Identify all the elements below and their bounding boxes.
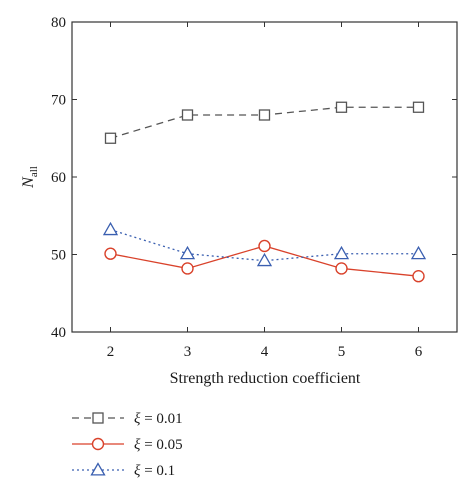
y-tick-label: 70 bbox=[51, 93, 66, 109]
legend-label-symbol: ξ bbox=[134, 437, 141, 453]
series-3-point-5 bbox=[410, 245, 427, 260]
y-tick-label: 60 bbox=[51, 170, 66, 186]
series-2-point-1 bbox=[104, 247, 117, 260]
legend-label-value: = 0.01 bbox=[140, 411, 182, 427]
x-tick-label: 4 bbox=[261, 344, 269, 360]
legend-label-value: = 0.05 bbox=[140, 437, 182, 453]
legend-item-3: ξ = 0.1 bbox=[72, 462, 175, 479]
legend-label-value: = 0.1 bbox=[140, 463, 175, 479]
x-tick-label: 3 bbox=[184, 344, 192, 360]
y-axis-title-main: N bbox=[20, 176, 37, 189]
y-tick-label: 80 bbox=[51, 15, 66, 31]
series-2-point-3 bbox=[258, 239, 271, 253]
y-axis-ticks: 40 50 60 70 80 bbox=[51, 15, 457, 341]
x-axis-title: Strength reduction coefficient bbox=[170, 370, 361, 387]
series-1-point-5 bbox=[412, 101, 425, 113]
series-1-point-2 bbox=[181, 109, 194, 121]
legend-item-2: ξ = 0.05 bbox=[72, 437, 183, 453]
legend-label: ξ = 0.1 bbox=[134, 463, 175, 479]
series-2-point-2 bbox=[181, 262, 194, 275]
x-tick-label: 6 bbox=[415, 344, 423, 360]
y-tick-label: 50 bbox=[51, 248, 66, 264]
series-1-point-4 bbox=[335, 101, 348, 113]
series-1-point-1 bbox=[104, 132, 117, 144]
y-tick-label: 40 bbox=[51, 325, 66, 341]
x-tick-label: 2 bbox=[107, 344, 115, 360]
legend-label: ξ = 0.01 bbox=[134, 411, 183, 427]
y-axis-title-sub: all bbox=[28, 166, 40, 177]
legend-marker bbox=[90, 462, 106, 476]
series-layer bbox=[102, 101, 427, 283]
series-3-point-1 bbox=[102, 221, 119, 236]
series-line-3 bbox=[110, 229, 419, 262]
x-tick-label: 5 bbox=[338, 344, 346, 360]
legend-label-symbol: ξ bbox=[134, 411, 141, 427]
series-3 bbox=[102, 221, 427, 267]
plot-frame bbox=[71, 21, 458, 333]
legend-marker bbox=[91, 437, 105, 451]
series-2 bbox=[104, 239, 425, 283]
legend-label-symbol: ξ bbox=[134, 463, 141, 479]
series-3-point-3 bbox=[256, 252, 273, 267]
legend: ξ = 0.01ξ = 0.05ξ = 0.1 bbox=[72, 411, 183, 479]
series-1-point-3 bbox=[258, 109, 271, 121]
legend-label: ξ = 0.05 bbox=[134, 437, 183, 453]
x-axis-ticks: 2 3 4 5 6 bbox=[107, 22, 423, 360]
series-2-point-5 bbox=[412, 270, 425, 283]
series-2-point-4 bbox=[335, 262, 348, 275]
legend-item-1: ξ = 0.01 bbox=[72, 411, 183, 427]
series-3-point-4 bbox=[333, 245, 350, 260]
series-3-point-2 bbox=[179, 245, 196, 260]
legend-marker bbox=[92, 412, 104, 424]
y-axis-title: Nall bbox=[20, 166, 40, 189]
series-1 bbox=[104, 101, 425, 144]
